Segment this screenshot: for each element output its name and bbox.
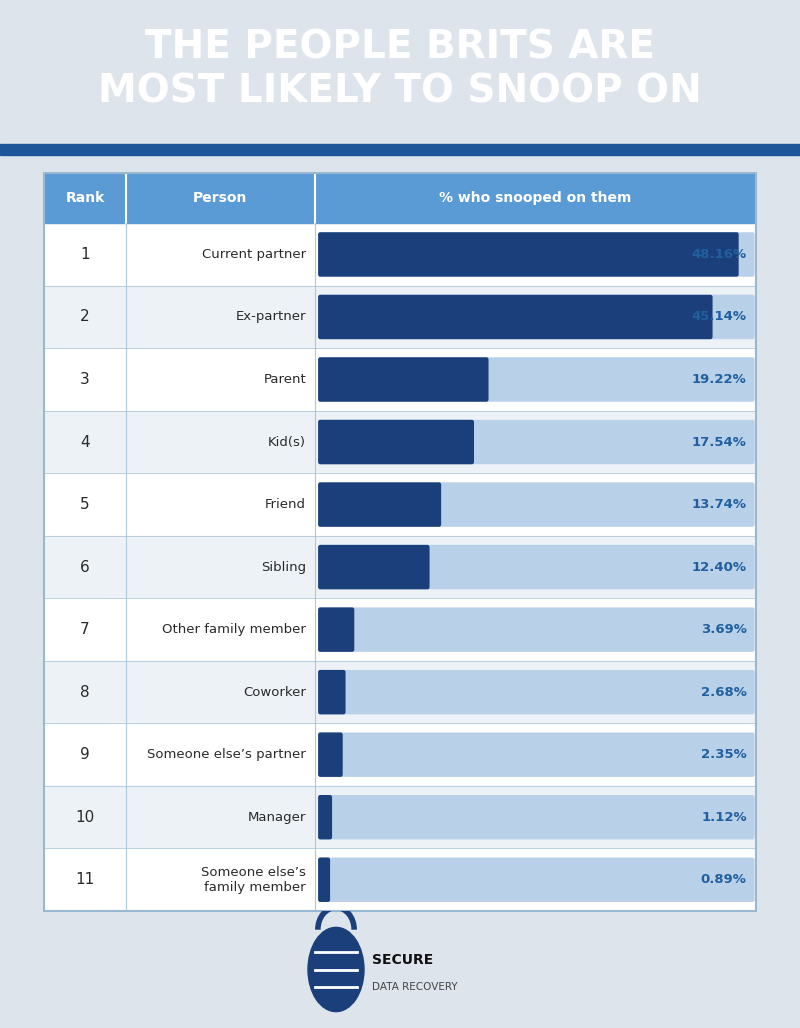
Text: Someone else’s partner: Someone else’s partner <box>147 748 306 761</box>
Bar <box>44 173 126 223</box>
Bar <box>44 848 756 911</box>
FancyBboxPatch shape <box>318 358 489 402</box>
FancyBboxPatch shape <box>318 670 346 714</box>
FancyBboxPatch shape <box>318 545 754 589</box>
Text: Other family member: Other family member <box>162 623 306 636</box>
Text: 0.89%: 0.89% <box>701 873 746 886</box>
Text: THE PEOPLE BRITS ARE
MOST LIKELY TO SNOOP ON: THE PEOPLE BRITS ARE MOST LIKELY TO SNOO… <box>98 29 702 111</box>
Text: Person: Person <box>193 191 247 206</box>
Text: 12.40%: 12.40% <box>692 560 746 574</box>
Text: 13.74%: 13.74% <box>692 498 746 511</box>
FancyBboxPatch shape <box>318 482 441 526</box>
Bar <box>0 144 800 155</box>
FancyBboxPatch shape <box>318 295 754 339</box>
Bar <box>44 661 756 724</box>
Bar <box>44 598 756 661</box>
Bar <box>44 411 756 473</box>
FancyBboxPatch shape <box>318 419 754 465</box>
Text: 17.54%: 17.54% <box>692 436 746 448</box>
FancyBboxPatch shape <box>318 232 754 277</box>
FancyBboxPatch shape <box>318 670 754 714</box>
Text: Kid(s): Kid(s) <box>268 436 306 448</box>
FancyBboxPatch shape <box>318 857 330 902</box>
Text: 11: 11 <box>75 872 94 887</box>
Text: Rank: Rank <box>66 191 105 206</box>
Text: 19.22%: 19.22% <box>692 373 746 386</box>
Bar <box>314 173 756 223</box>
Text: Friend: Friend <box>265 498 306 511</box>
Text: % who snooped on them: % who snooped on them <box>439 191 631 206</box>
FancyBboxPatch shape <box>318 295 713 339</box>
Text: 45.14%: 45.14% <box>692 310 746 324</box>
FancyBboxPatch shape <box>318 733 342 777</box>
FancyBboxPatch shape <box>318 608 354 652</box>
Text: 3.69%: 3.69% <box>701 623 746 636</box>
FancyBboxPatch shape <box>318 419 474 465</box>
Text: Someone else’s
family member: Someone else’s family member <box>201 866 306 893</box>
Text: Current partner: Current partner <box>202 248 306 261</box>
Bar <box>44 348 756 411</box>
Bar <box>44 473 756 536</box>
Text: 4: 4 <box>80 435 90 449</box>
Text: 9: 9 <box>80 747 90 762</box>
Text: Parent: Parent <box>263 373 306 386</box>
Ellipse shape <box>308 927 364 1012</box>
FancyBboxPatch shape <box>318 857 754 902</box>
FancyBboxPatch shape <box>318 795 332 840</box>
Text: 10: 10 <box>75 810 94 824</box>
Text: Ex-partner: Ex-partner <box>235 310 306 324</box>
Bar <box>44 223 756 286</box>
Text: 3: 3 <box>80 372 90 387</box>
Text: 1.12%: 1.12% <box>701 811 746 823</box>
Text: Sibling: Sibling <box>261 560 306 574</box>
Text: 2.68%: 2.68% <box>701 686 746 699</box>
FancyBboxPatch shape <box>318 232 738 277</box>
Text: 6: 6 <box>80 559 90 575</box>
Text: 8: 8 <box>80 685 90 700</box>
FancyBboxPatch shape <box>318 545 430 589</box>
FancyBboxPatch shape <box>318 733 754 777</box>
Text: Manager: Manager <box>248 811 306 823</box>
Text: SECURE: SECURE <box>372 953 434 967</box>
Bar <box>126 173 314 223</box>
FancyBboxPatch shape <box>318 482 754 526</box>
FancyBboxPatch shape <box>318 608 754 652</box>
Text: 48.16%: 48.16% <box>692 248 746 261</box>
Bar <box>44 536 756 598</box>
Bar <box>44 786 756 848</box>
Text: 2.35%: 2.35% <box>701 748 746 761</box>
FancyBboxPatch shape <box>318 358 754 402</box>
Text: 7: 7 <box>80 622 90 637</box>
Text: 5: 5 <box>80 498 90 512</box>
Bar <box>44 724 756 786</box>
Text: 2: 2 <box>80 309 90 325</box>
Text: 1: 1 <box>80 247 90 262</box>
Text: DATA RECOVERY: DATA RECOVERY <box>372 982 458 992</box>
Text: Coworker: Coworker <box>243 686 306 699</box>
FancyBboxPatch shape <box>318 795 754 840</box>
Bar <box>44 286 756 348</box>
